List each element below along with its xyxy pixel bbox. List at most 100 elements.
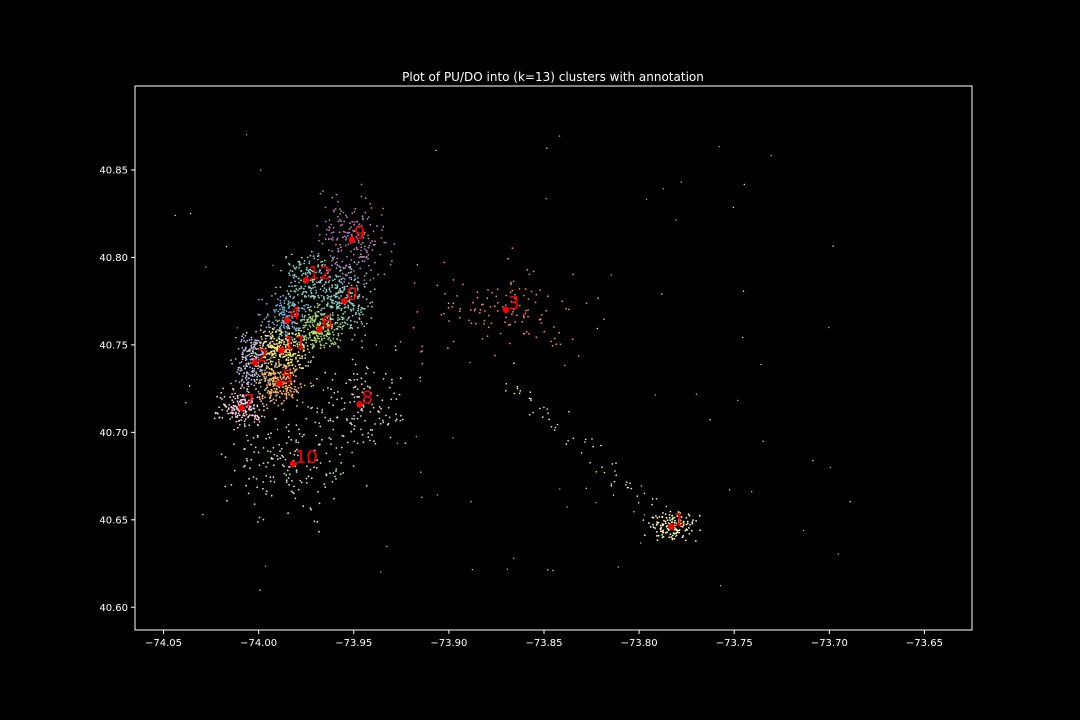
data-point — [265, 350, 267, 353]
data-point — [360, 407, 363, 410]
data-point — [334, 322, 336, 325]
data-point — [261, 394, 264, 397]
data-point — [290, 355, 292, 358]
data-point — [251, 373, 254, 376]
data-point — [476, 296, 479, 299]
data-point — [328, 287, 331, 289]
data-point — [535, 293, 538, 296]
data-point — [303, 433, 305, 436]
data-point — [415, 436, 417, 438]
data-point — [290, 382, 292, 385]
data-point — [305, 336, 308, 339]
data-point — [244, 368, 246, 370]
data-point — [662, 512, 664, 514]
data-point — [292, 276, 295, 279]
data-point — [337, 220, 340, 223]
data-point — [272, 356, 275, 359]
data-point — [290, 438, 293, 441]
data-point — [216, 412, 219, 414]
data-point — [281, 311, 283, 313]
data-point — [692, 519, 694, 521]
data-point — [287, 352, 289, 354]
data-point — [294, 344, 297, 347]
data-point — [242, 402, 245, 405]
data-point — [312, 294, 314, 297]
data-point — [325, 473, 328, 475]
data-point — [327, 270, 330, 273]
x-tick-label: −74.00 — [240, 638, 277, 649]
data-point — [287, 359, 290, 362]
data-point — [267, 334, 270, 337]
data-point — [266, 384, 268, 386]
data-point — [293, 327, 296, 330]
data-point — [303, 308, 306, 311]
data-point — [249, 374, 252, 377]
data-point — [345, 214, 347, 217]
data-point — [269, 342, 272, 344]
data-point — [278, 327, 281, 329]
data-point — [251, 350, 254, 352]
data-point — [306, 256, 309, 259]
data-point — [238, 372, 241, 375]
data-point — [379, 422, 382, 425]
data-point — [316, 377, 318, 380]
data-point — [336, 398, 338, 401]
data-point — [479, 308, 482, 311]
centroid-marker — [502, 306, 510, 314]
data-point — [358, 293, 361, 296]
data-point — [353, 379, 356, 381]
data-point — [360, 306, 363, 309]
data-point — [292, 305, 295, 308]
data-point — [291, 338, 294, 341]
y-tick-label: 40.70 — [99, 428, 128, 439]
data-point — [346, 285, 349, 288]
data-point — [334, 278, 336, 281]
data-point — [337, 391, 339, 393]
data-point — [516, 385, 519, 388]
data-point — [674, 519, 676, 522]
data-point — [369, 439, 371, 442]
data-point — [303, 304, 306, 307]
data-point — [393, 243, 396, 246]
data-point — [513, 392, 516, 395]
data-point — [355, 235, 358, 238]
data-point — [283, 302, 286, 305]
data-point — [297, 391, 300, 394]
data-point — [285, 351, 287, 354]
data-point — [290, 281, 292, 284]
data-point — [676, 529, 679, 532]
data-point — [237, 402, 240, 404]
data-point — [304, 273, 307, 276]
data-point — [249, 405, 252, 408]
data-point — [494, 354, 496, 357]
cluster-annotation: 4 — [289, 303, 300, 324]
data-point — [472, 301, 474, 304]
data-point — [285, 325, 288, 328]
data-point — [370, 269, 372, 272]
chart-title: Plot of PU/DO into (k=13) clusters with … — [402, 70, 704, 84]
data-point — [237, 408, 239, 410]
data-point — [340, 269, 342, 271]
data-point — [357, 309, 359, 312]
data-point — [270, 393, 272, 395]
data-point — [345, 382, 348, 385]
data-point — [511, 289, 514, 292]
data-point — [538, 318, 541, 321]
data-point — [281, 454, 283, 457]
data-point — [338, 291, 341, 294]
data-point — [302, 327, 304, 329]
data-point — [363, 285, 366, 288]
data-point — [242, 412, 245, 415]
data-point — [330, 443, 332, 445]
data-point — [258, 409, 261, 411]
data-point — [304, 272, 307, 275]
data-point — [265, 493, 267, 495]
data-point — [252, 476, 255, 478]
data-point — [271, 331, 274, 334]
data-point — [348, 299, 351, 302]
data-point — [265, 387, 267, 390]
data-point — [350, 302, 353, 305]
data-point — [452, 340, 455, 343]
centroid-marker — [289, 460, 297, 468]
data-point — [320, 294, 323, 297]
